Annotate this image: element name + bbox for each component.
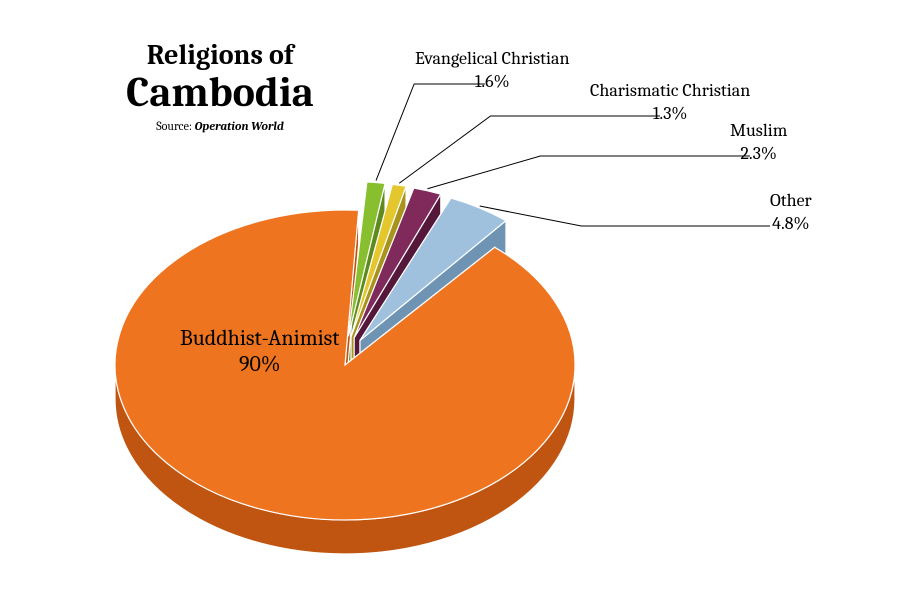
callout-charismatic: Charismatic Christian 1.3%	[590, 80, 750, 125]
callout-other-pct: 4.8%	[770, 213, 812, 236]
slice-name-buddhist: Buddhist-Animist	[180, 325, 339, 351]
callout-muslim: Muslim 2.3%	[730, 120, 787, 165]
callout-charismatic-pct: 1.3%	[590, 103, 750, 126]
callout-evangelical-pct: 1.6%	[415, 71, 570, 94]
slice-pct-buddhist: 90%	[180, 351, 339, 377]
callout-muslim-label: Muslim	[730, 120, 787, 143]
callout-muslim-pct: 2.3%	[730, 143, 787, 166]
callout-evangelical-label: Evangelical Christian	[415, 48, 570, 71]
chart-container: Religions of Cambodia Source: Operation …	[0, 0, 900, 600]
callout-charismatic-label: Charismatic Christian	[590, 80, 750, 103]
slice-label-buddhist: Buddhist-Animist 90%	[180, 325, 339, 377]
callout-other: Other 4.8%	[770, 190, 812, 235]
callout-other-label: Other	[770, 190, 812, 213]
callout-evangelical: Evangelical Christian 1.6%	[415, 48, 570, 93]
